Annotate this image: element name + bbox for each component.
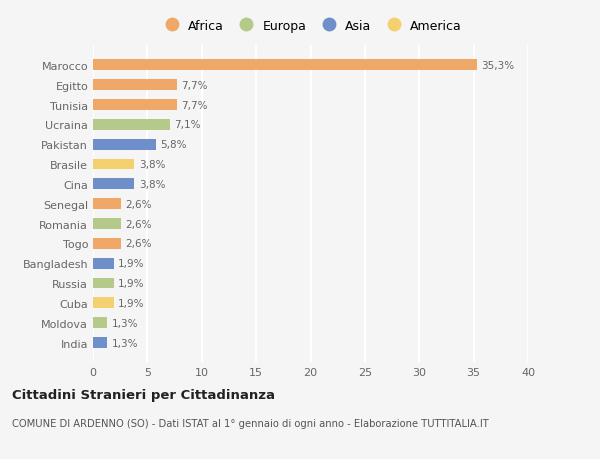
Text: 2,6%: 2,6% xyxy=(125,219,152,229)
Text: 2,6%: 2,6% xyxy=(125,239,152,249)
Text: Cittadini Stranieri per Cittadinanza: Cittadini Stranieri per Cittadinanza xyxy=(12,388,275,401)
Bar xyxy=(93,179,134,190)
Bar xyxy=(93,278,113,289)
Bar xyxy=(93,298,113,308)
Text: 1,3%: 1,3% xyxy=(112,318,138,328)
Text: 7,7%: 7,7% xyxy=(181,80,208,90)
Text: 1,3%: 1,3% xyxy=(112,338,138,348)
Text: 5,8%: 5,8% xyxy=(160,140,187,150)
Text: COMUNE DI ARDENNO (SO) - Dati ISTAT al 1° gennaio di ogni anno - Elaborazione TU: COMUNE DI ARDENNO (SO) - Dati ISTAT al 1… xyxy=(12,418,489,428)
Bar xyxy=(93,80,177,91)
Bar xyxy=(93,238,121,249)
Bar xyxy=(93,159,134,170)
Text: 1,9%: 1,9% xyxy=(118,298,145,308)
Bar xyxy=(93,140,156,151)
Text: 3,8%: 3,8% xyxy=(139,160,165,170)
Bar xyxy=(93,199,121,210)
Text: 35,3%: 35,3% xyxy=(481,61,514,71)
Text: 1,9%: 1,9% xyxy=(118,258,145,269)
Text: 3,8%: 3,8% xyxy=(139,179,165,190)
Bar xyxy=(93,218,121,230)
Bar xyxy=(93,100,177,111)
Text: 1,9%: 1,9% xyxy=(118,279,145,288)
Text: 7,1%: 7,1% xyxy=(175,120,201,130)
Bar xyxy=(93,337,107,348)
Legend: Africa, Europa, Asia, America: Africa, Europa, Asia, America xyxy=(157,17,464,35)
Bar xyxy=(93,318,107,329)
Bar xyxy=(93,60,477,71)
Text: 7,7%: 7,7% xyxy=(181,101,208,110)
Bar xyxy=(93,258,113,269)
Text: 2,6%: 2,6% xyxy=(125,199,152,209)
Bar xyxy=(93,120,170,130)
